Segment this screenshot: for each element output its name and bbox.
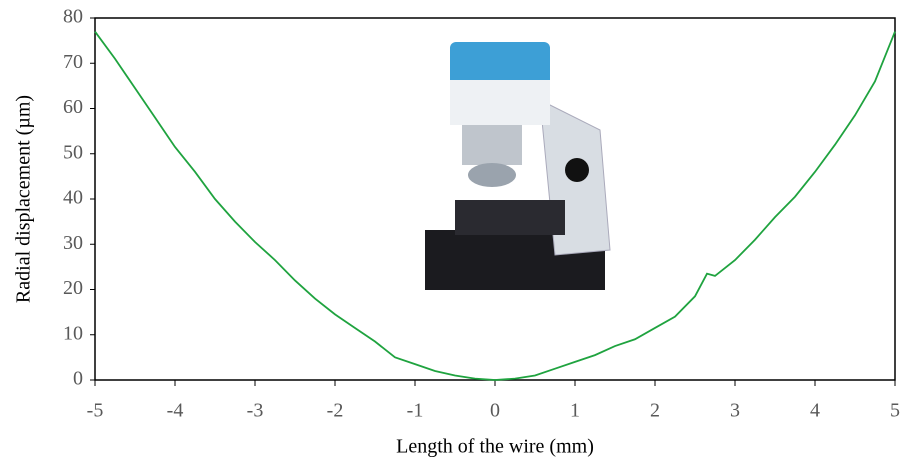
x-axis-title: Length of the wire (mm) (396, 436, 594, 458)
x-tick-label: -1 (407, 400, 424, 422)
instrument-image (425, 42, 611, 290)
y-tick-label: 0 (73, 368, 83, 390)
x-tick-label: -3 (247, 400, 264, 422)
x-tick-label: 2 (650, 400, 660, 422)
y-tick-label: 30 (63, 232, 83, 254)
x-tick-label: 0 (490, 400, 500, 422)
y-tick-label: 20 (63, 277, 83, 299)
x-tick-label: -5 (87, 400, 104, 422)
x-tick-label: -2 (327, 400, 344, 422)
x-tick-label: 1 (570, 400, 580, 422)
x-tick-label: -4 (167, 400, 184, 422)
y-tick-label: 60 (63, 96, 83, 118)
x-tick-label: 4 (810, 400, 820, 422)
x-tick-label: 3 (730, 400, 740, 422)
y-axis-title: Radial displacement (µm) (13, 95, 35, 303)
x-tick-label: 5 (890, 400, 900, 422)
y-tick-label: 10 (63, 322, 83, 344)
y-tick-label: 80 (63, 6, 83, 28)
y-tick-label: 70 (63, 51, 83, 73)
data-line (94, 31, 896, 381)
y-tick-label: 40 (63, 187, 83, 209)
y-tick-label: 50 (63, 141, 83, 163)
